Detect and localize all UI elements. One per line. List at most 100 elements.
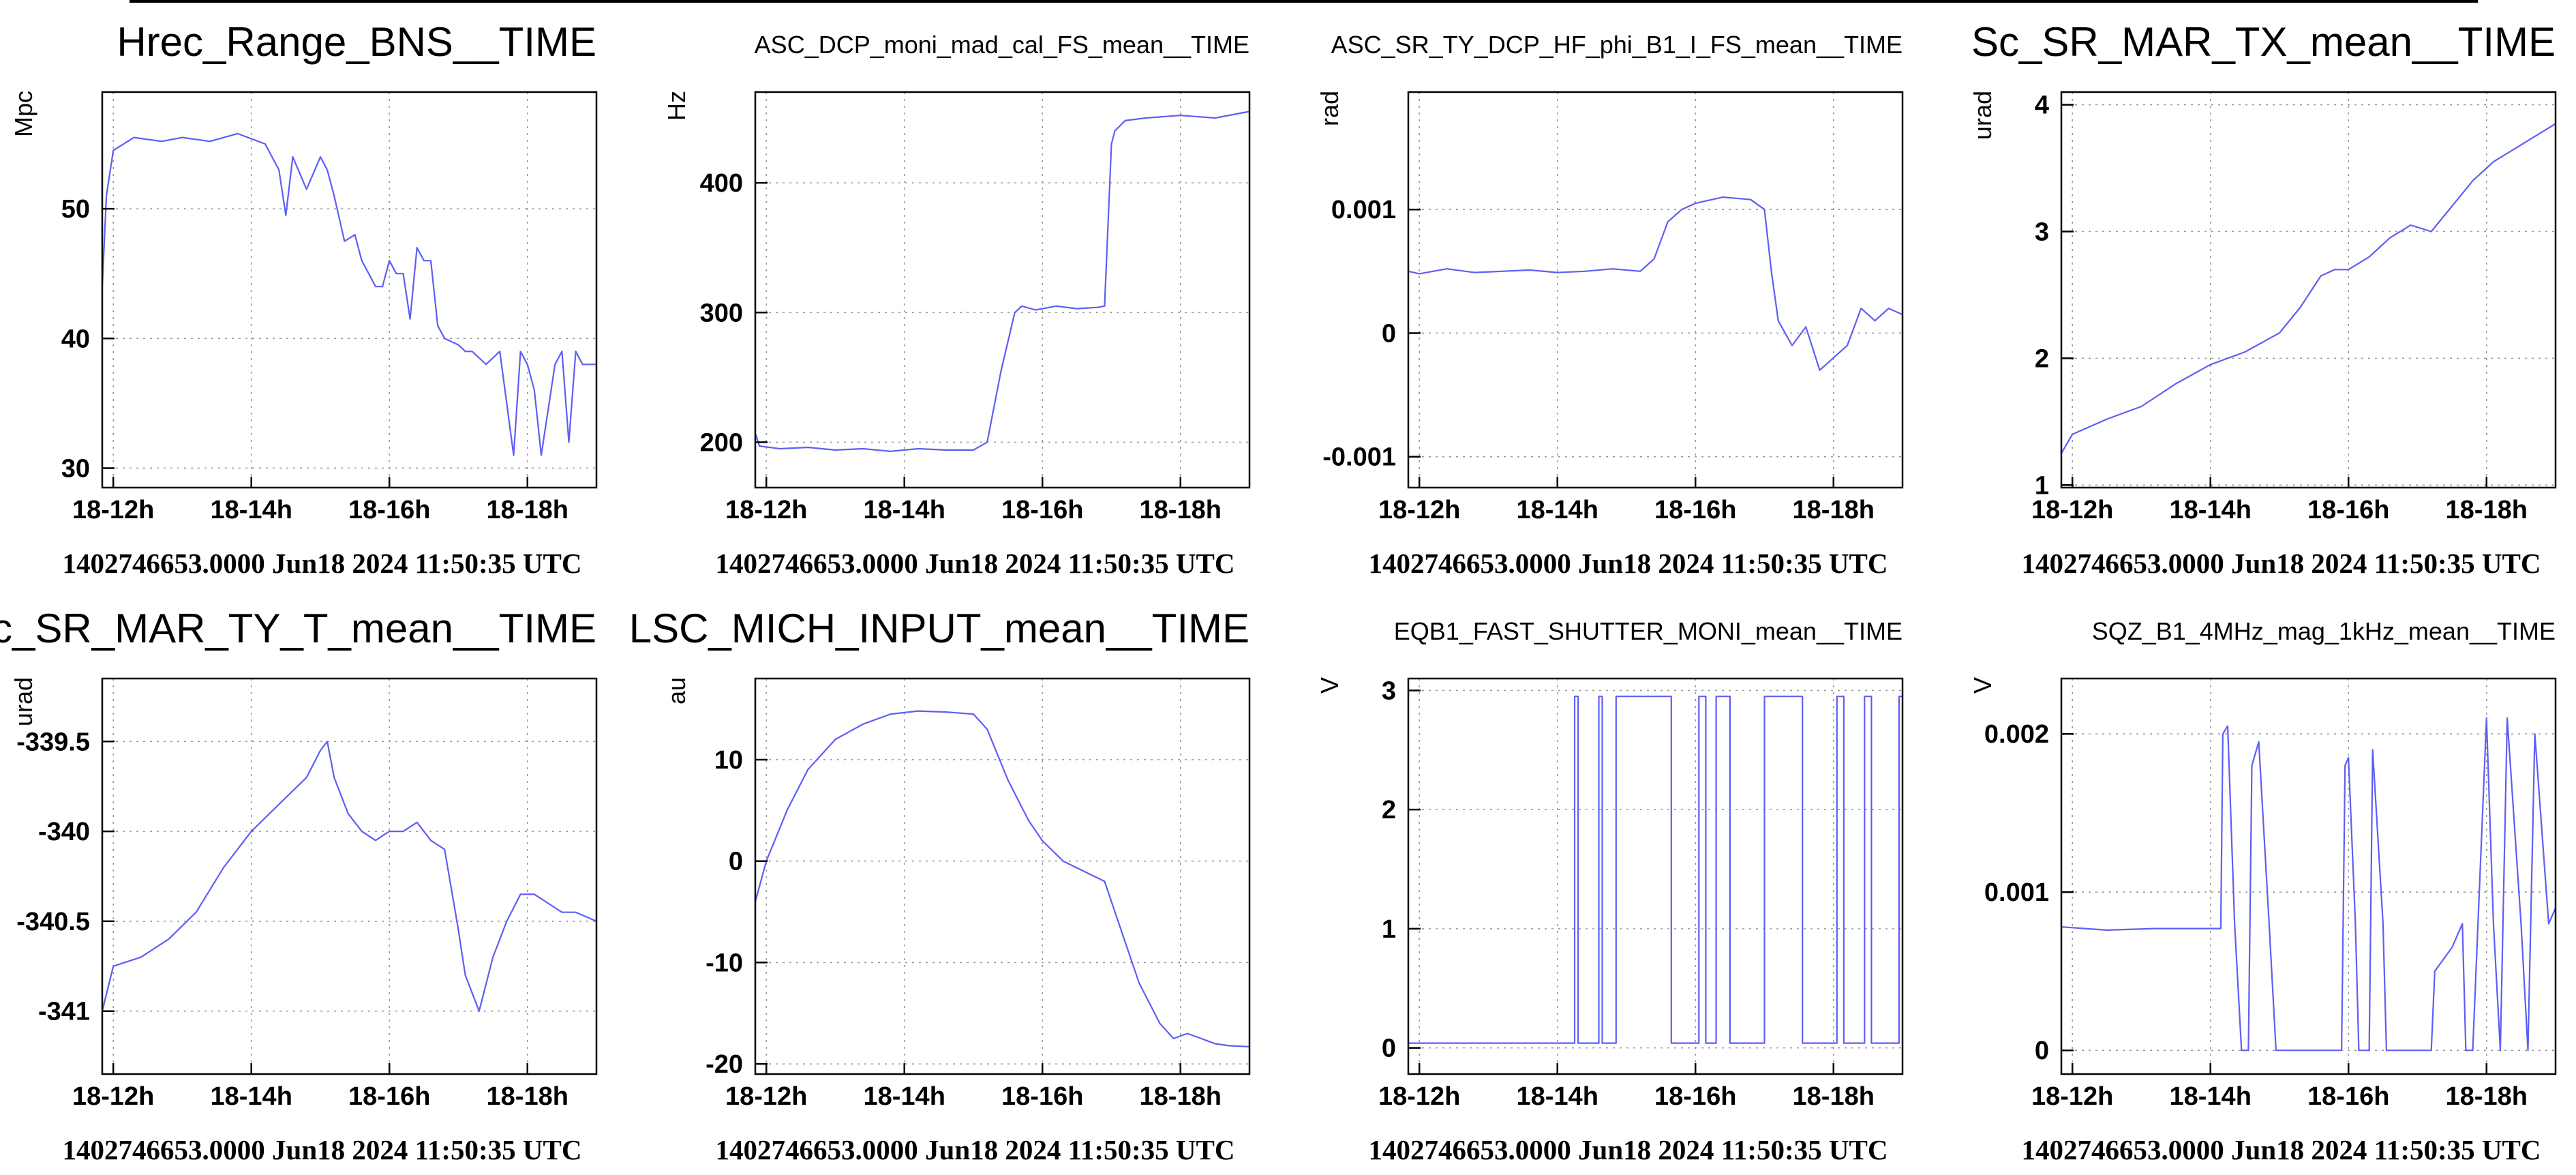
chart-panel: EQB1_FAST_SHUTTER_MONI_mean__TIME V 18-12h… xyxy=(1306,586,1950,1173)
plot-frame xyxy=(101,677,598,1075)
chart-panel: Sc_SR_MAR_TY_T_mean__TIME urad 18-12h 18-14… xyxy=(0,586,644,1173)
y-tick-label: 40 xyxy=(61,325,90,353)
x-tick-label: 18-16h xyxy=(1654,496,1736,524)
chart-panel: ASC_DCP_moni_mad_cal_FS_mean__TIME Hz 18-1… xyxy=(653,0,1297,586)
y-tick-label: 0.002 xyxy=(1984,720,2049,749)
chart-title: SQZ_B1_4MHz_mag_1kHz_mean__TIME xyxy=(2092,617,2556,645)
y-tick-label: -339.5 xyxy=(16,728,90,756)
x-tick-label: 18-12h xyxy=(725,1082,807,1111)
y-tick-label: 200 xyxy=(700,428,743,457)
y-tick-label: 0 xyxy=(1382,1035,1396,1063)
series-line xyxy=(754,110,1250,452)
y-axis-label: V xyxy=(1969,677,1997,694)
chart-svg: ASC_SR_TY_DCP_HF_phi_B1_I_FS_mean__TIMEr… xyxy=(1316,31,1904,579)
y-tick-label: 2 xyxy=(2035,344,2049,373)
y-tick-label: -340.5 xyxy=(16,908,90,936)
y-tick-label: -340 xyxy=(38,818,90,846)
chart-title: ASC_SR_TY_DCP_HF_phi_B1_I_FS_mean__TIME xyxy=(1331,31,1903,59)
x-tick-label: 18-14h xyxy=(864,1082,945,1111)
x-tick-label: 18-14h xyxy=(1517,496,1598,524)
timestamp-footer: 1402746653.0000 Jun18 2024 11:50:35 UTC xyxy=(63,1134,582,1165)
y-axis-label: au xyxy=(663,677,691,704)
timestamp-footer: 1402746653.0000 Jun18 2024 11:50:35 UTC xyxy=(716,548,1235,579)
x-tick-label: 18-12h xyxy=(2031,1082,2113,1111)
plot-frame xyxy=(2060,91,2557,489)
y-tick-label: -0.001 xyxy=(1322,443,1396,472)
series-line xyxy=(754,710,1250,1047)
chart-title: Sc_SR_MAR_TX_mean__TIME xyxy=(1971,19,2556,65)
x-tick-label: 18-12h xyxy=(72,1082,154,1111)
y-tick-label: 2 xyxy=(1382,796,1396,824)
chart-svg: EQB1_FAST_SHUTTER_MONI_mean__TIME V 18-12h… xyxy=(1316,617,1904,1165)
y-tick-label: 0 xyxy=(729,848,743,876)
chart-title: Sc_SR_MAR_TY_T_mean__TIME xyxy=(0,606,596,651)
y-tick-label: -341 xyxy=(38,998,90,1026)
x-tick-label: 18-14h xyxy=(211,1082,292,1111)
y-axis-label: V xyxy=(1316,677,1344,694)
chart-svg: Hrec_Range_BNS__TIME Mpc 18-12h 18-14h 18-16… xyxy=(10,19,598,579)
y-tick-label: -20 xyxy=(706,1050,743,1079)
x-tick-label: 18-12h xyxy=(2031,496,2113,524)
series-line xyxy=(2061,123,2556,454)
x-tick-label: 18-18h xyxy=(1140,496,1222,524)
x-tick-label: 18-16h xyxy=(2307,496,2389,524)
timestamp-footer: 1402746653.0000 Jun18 2024 11:50:35 UTC xyxy=(63,548,582,579)
y-axis-label: rad xyxy=(1316,91,1344,126)
chart-panel: Sc_SR_MAR_TX_mean__TIME urad 18-12h 18-14h 1… xyxy=(1959,0,2576,586)
plot-frame xyxy=(1407,91,1904,489)
plot-frame xyxy=(1407,677,1904,1075)
y-tick-label: 1 xyxy=(2035,471,2049,500)
y-tick-label: 10 xyxy=(714,746,743,775)
x-tick-label: 18-16h xyxy=(1001,1082,1083,1111)
x-tick-label: 18-16h xyxy=(1001,496,1083,524)
x-tick-label: 18-14h xyxy=(211,496,292,524)
timestamp-footer: 1402746653.0000 Jun18 2024 11:50:35 UTC xyxy=(2022,548,2541,579)
y-tick-label: -10 xyxy=(706,949,743,977)
plot-frame xyxy=(754,677,1251,1075)
y-tick-label: 30 xyxy=(61,454,90,483)
x-tick-label: 18-14h xyxy=(2170,1082,2252,1111)
y-tick-label: 3 xyxy=(2035,218,2049,246)
y-tick-label: 50 xyxy=(61,195,90,224)
x-tick-label: 18-18h xyxy=(487,1082,569,1111)
x-tick-label: 18-16h xyxy=(1654,1082,1736,1111)
x-tick-label: 18-18h xyxy=(2446,496,2528,524)
timestamp-footer: 1402746653.0000 Jun18 2024 11:50:35 UTC xyxy=(1369,548,1888,579)
y-tick-label: 0.001 xyxy=(1984,878,2049,907)
x-tick-label: 18-12h xyxy=(1378,496,1460,524)
chart-panel: SQZ_B1_4MHz_mag_1kHz_mean__TIME V 18-12h 18… xyxy=(1959,586,2576,1173)
y-tick-label: 1 xyxy=(1382,915,1396,944)
x-tick-label: 18-14h xyxy=(1517,1082,1598,1111)
x-tick-label: 18-16h xyxy=(2307,1082,2389,1111)
y-axis-label: urad xyxy=(1969,91,1997,140)
y-tick-label: 4 xyxy=(2035,91,2049,120)
y-axis-label: Mpc xyxy=(10,91,37,137)
y-tick-label: 300 xyxy=(700,299,743,327)
y-tick-label: 0.001 xyxy=(1331,196,1396,224)
x-tick-label: 18-18h xyxy=(2446,1082,2528,1111)
chart-svg: SQZ_B1_4MHz_mag_1kHz_mean__TIME V 18-12h 18… xyxy=(1969,617,2557,1165)
series-line xyxy=(1408,196,1903,371)
y-tick-label: 0 xyxy=(1382,319,1396,348)
x-tick-label: 18-18h xyxy=(1793,1082,1875,1111)
x-tick-label: 18-12h xyxy=(72,496,154,524)
plot-frame xyxy=(2060,677,2557,1075)
x-tick-label: 18-16h xyxy=(348,1082,430,1111)
x-tick-label: 18-18h xyxy=(1793,496,1875,524)
x-tick-label: 18-12h xyxy=(1378,1082,1460,1111)
plot-frame xyxy=(754,91,1251,489)
x-tick-label: 18-18h xyxy=(487,496,569,524)
timestamp-footer: 1402746653.0000 Jun18 2024 11:50:35 UTC xyxy=(2022,1134,2541,1165)
x-tick-label: 18-14h xyxy=(864,496,945,524)
timestamp-footer: 1402746653.0000 Jun18 2024 11:50:35 UTC xyxy=(1369,1134,1888,1165)
series-line xyxy=(2061,717,2557,1052)
x-tick-label: 18-18h xyxy=(1140,1082,1222,1111)
top-rule xyxy=(130,0,2478,3)
x-tick-label: 18-12h xyxy=(725,496,807,524)
plot-frame xyxy=(101,91,598,489)
chart-title: LSC_MICH_INPUT_mean__TIME xyxy=(629,606,1249,651)
chart-svg: ASC_DCP_moni_mad_cal_FS_mean__TIME Hz 18-1… xyxy=(663,31,1251,579)
